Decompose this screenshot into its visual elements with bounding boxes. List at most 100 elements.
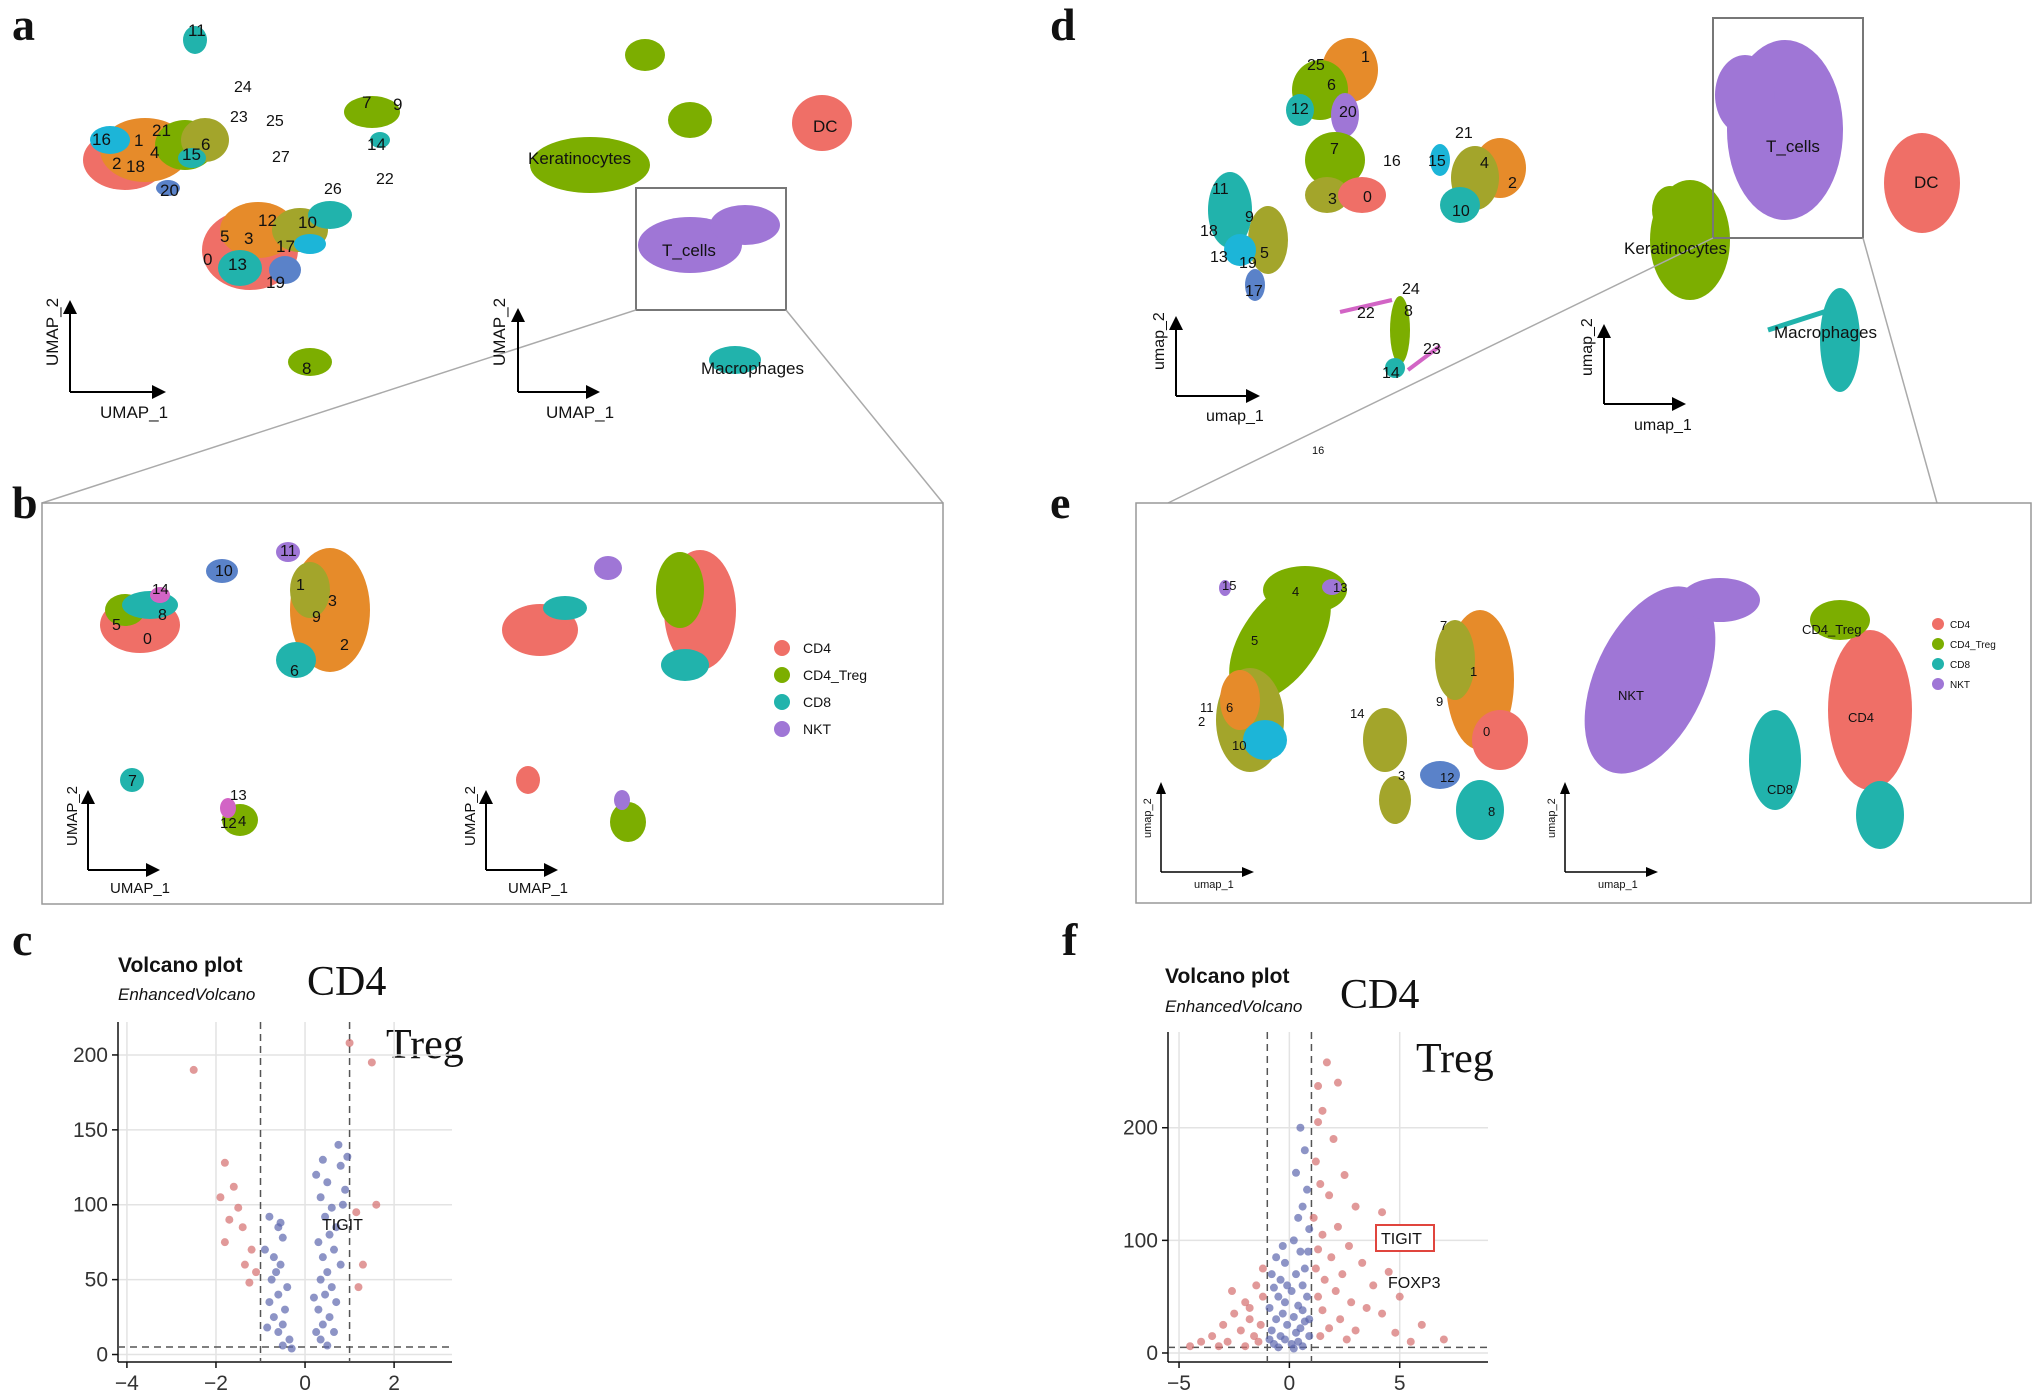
volcano-point: [316, 1275, 325, 1284]
y-tick-label: 100: [1123, 1229, 1158, 1252]
volcano-point: [1329, 1134, 1338, 1143]
volcano-point: [1358, 1258, 1367, 1267]
panel-e-tcell-umap: 15 4 13 5 11 6 2 10 7 1 9 14 0 3 12 8 NK…: [1135, 502, 2032, 904]
volcano-point: [312, 1170, 321, 1179]
legend-swatch-nkt: [1932, 678, 1944, 690]
legend-label: NKT: [803, 721, 831, 737]
umap-celltype-blob: [656, 552, 704, 628]
volcano-point: [1316, 1180, 1325, 1189]
umap-celltype-blob: [1856, 781, 1904, 849]
celltype-label-keratinocytes: Keratinocytes: [528, 149, 631, 168]
cluster-label: 0: [1363, 189, 1372, 206]
volcano-point: [1274, 1343, 1283, 1352]
umap-cluster-blob: [1435, 620, 1475, 700]
volcano-point: [1325, 1191, 1334, 1200]
volcano-point: [314, 1238, 323, 1247]
volcano-point: [1362, 1303, 1371, 1312]
celltype-label-cd4: CD4: [1848, 710, 1874, 725]
umap-axis-arrows: [1169, 316, 1686, 411]
umap-cluster-blob: [1286, 94, 1314, 126]
cluster-label: 11: [1200, 700, 1214, 715]
x-tick-label: −2: [204, 1372, 228, 1395]
umap-cluster-blob: [294, 234, 326, 254]
volcano-point: [1384, 1267, 1393, 1276]
umap-cluster-blob: [1430, 144, 1450, 176]
volcano-point: [316, 1193, 325, 1202]
legend-label: CD8: [803, 694, 831, 710]
volcano-point: [325, 1230, 334, 1239]
volcano-point: [1318, 1230, 1327, 1239]
volcano-point: [265, 1298, 274, 1307]
cluster-label: 4: [1480, 155, 1489, 172]
volcano-point: [240, 1260, 249, 1269]
y-tick-label: 0: [1146, 1342, 1158, 1365]
umap-cluster-blob: [1208, 172, 1252, 248]
umap-celltype-streak: [1767, 307, 1831, 333]
cluster-label: 0: [143, 631, 152, 648]
volcano-point: [1331, 1287, 1340, 1296]
panel-letter-f: f: [1062, 914, 1078, 965]
cluster-label: 11: [1212, 181, 1229, 198]
volcano-point: [281, 1305, 289, 1314]
volcano-point: [327, 1283, 336, 1292]
volcano-point: [1351, 1202, 1360, 1211]
volcano-point: [272, 1268, 281, 1277]
umap-cluster-blob: [178, 148, 206, 168]
cluster-label: 5: [1251, 633, 1258, 648]
volcano-point: [220, 1158, 229, 1167]
volcano-point: [1292, 1168, 1300, 1177]
volcano-point: [1320, 1275, 1329, 1284]
cluster-label: 25: [1307, 57, 1325, 74]
y-tick-label: 50: [85, 1269, 108, 1292]
volcano-point: [260, 1245, 269, 1254]
volcano-subtitle: EnhancedVolcano: [118, 985, 255, 1004]
axis-label-umap2: umap_2: [1546, 798, 1558, 838]
volcano-point: [336, 1260, 345, 1269]
volcano-point: [278, 1320, 287, 1329]
volcano-point: [1208, 1332, 1217, 1341]
umap-axis-arrows: [63, 300, 600, 399]
volcano-point: [263, 1323, 272, 1332]
cluster-label: 17: [1245, 283, 1263, 300]
axis-label-umap1: UMAP_1: [546, 403, 614, 422]
volcano-point: [1296, 1247, 1305, 1256]
volcano-point: [1287, 1287, 1296, 1296]
umap-cluster-blob: [269, 256, 301, 284]
volcano-point: [1314, 1082, 1323, 1091]
volcano-point: [229, 1182, 238, 1191]
volcano-point: [1303, 1185, 1312, 1194]
panel-a-umap: 11 24 23 25 27 16 21 1 6 4 15 2 18 20 7 …: [41, 21, 944, 504]
umap-cluster-blob: [370, 132, 390, 148]
axis-label-umap2: umap_2: [1142, 798, 1154, 838]
y-tick-label: 100: [73, 1194, 108, 1217]
celltype-label-nkt: NKT: [1618, 688, 1644, 703]
cluster-label: 1: [1361, 49, 1370, 66]
volcano-point: [1303, 1292, 1312, 1301]
volcano-point: [1298, 1281, 1307, 1290]
panel-d-umap: 1 25 6 12 20 7 16 3 0 21 15 4 2 10 11 9 …: [1151, 17, 1960, 504]
umap-celltype-blob: [1680, 578, 1760, 622]
volcano-point: [1296, 1123, 1305, 1132]
volcano-point: [1219, 1320, 1228, 1329]
umap-celltype-blob: [1749, 710, 1801, 810]
volcano-point: [1322, 1058, 1331, 1067]
cluster-label: 18: [1200, 223, 1218, 240]
volcano-point: [1280, 1298, 1289, 1307]
volcano-point: [274, 1290, 283, 1299]
cluster-label: 1: [1470, 664, 1477, 679]
cluster-label: 5: [112, 617, 121, 634]
volcano-point: [1214, 1342, 1223, 1351]
legend-swatch-cd4-treg: [1932, 638, 1944, 650]
umap-cluster-blob: [1245, 269, 1265, 301]
umap-cluster-blob: [1338, 177, 1386, 213]
volcano-point: [336, 1161, 345, 1170]
volcano-point: [1292, 1270, 1300, 1279]
volcano-point: [1252, 1281, 1261, 1290]
umap-cluster-blob: [1224, 234, 1256, 266]
celltype-label-t-cells: T_cells: [1766, 137, 1820, 156]
axis-label-umap1: umap_1: [1194, 879, 1234, 891]
celltype-label-keratinocytes: Keratinocytes: [1624, 239, 1727, 258]
cluster-label: 6: [201, 135, 210, 154]
volcano-point: [1369, 1281, 1378, 1290]
umap-axis-arrows: [1156, 782, 1658, 877]
